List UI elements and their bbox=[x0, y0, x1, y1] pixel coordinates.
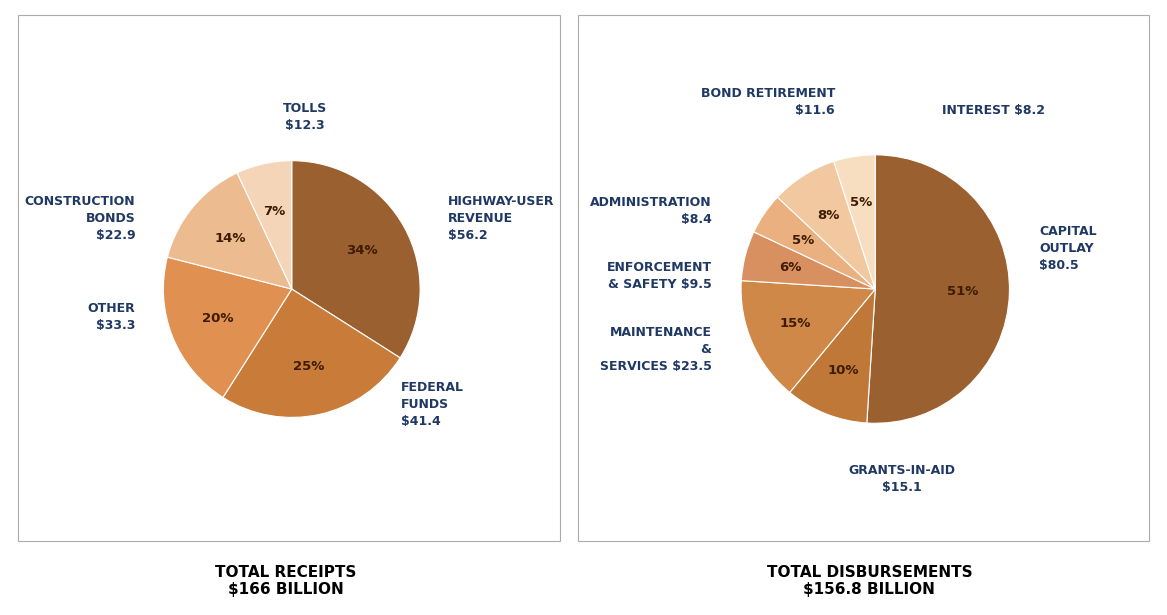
Wedge shape bbox=[833, 155, 875, 289]
Text: INTEREST $8.2: INTEREST $8.2 bbox=[943, 105, 1046, 117]
Wedge shape bbox=[223, 289, 400, 418]
Text: GRANTS-IN-AID
$15.1: GRANTS-IN-AID $15.1 bbox=[848, 464, 956, 493]
Text: 51%: 51% bbox=[946, 285, 978, 298]
Text: TOTAL DISBURSEMENTS
$156.8 BILLION: TOTAL DISBURSEMENTS $156.8 BILLION bbox=[767, 565, 972, 597]
Text: ENFORCEMENT
& SAFETY $9.5: ENFORCEMENT & SAFETY $9.5 bbox=[607, 261, 712, 291]
Text: 10%: 10% bbox=[827, 363, 859, 376]
Wedge shape bbox=[237, 161, 292, 289]
Text: 34%: 34% bbox=[345, 244, 377, 257]
Text: 5%: 5% bbox=[851, 196, 873, 209]
Text: 14%: 14% bbox=[215, 232, 246, 245]
Text: TOLLS
$12.3: TOLLS $12.3 bbox=[282, 103, 327, 132]
Text: 25%: 25% bbox=[293, 360, 324, 373]
Wedge shape bbox=[292, 161, 420, 358]
Wedge shape bbox=[777, 161, 875, 289]
Text: BOND RETIREMENT
$11.6: BOND RETIREMENT $11.6 bbox=[700, 87, 836, 117]
Wedge shape bbox=[790, 289, 875, 423]
Text: OTHER
$33.3: OTHER $33.3 bbox=[88, 303, 135, 332]
Text: ADMINISTRATION
$8.4: ADMINISTRATION $8.4 bbox=[589, 196, 712, 226]
Text: MAINTENANCE
&
SERVICES $23.5: MAINTENANCE & SERVICES $23.5 bbox=[600, 326, 712, 373]
Wedge shape bbox=[741, 280, 875, 392]
Wedge shape bbox=[741, 232, 875, 289]
Text: 15%: 15% bbox=[780, 317, 811, 330]
Wedge shape bbox=[867, 155, 1009, 423]
Text: HIGHWAY-USER
REVENUE
$56.2: HIGHWAY-USER REVENUE $56.2 bbox=[448, 195, 554, 242]
Wedge shape bbox=[163, 257, 292, 397]
Text: FEDERAL
FUNDS
$41.4: FEDERAL FUNDS $41.4 bbox=[401, 381, 463, 428]
Text: 20%: 20% bbox=[202, 312, 233, 325]
Text: 8%: 8% bbox=[817, 209, 840, 222]
Wedge shape bbox=[754, 197, 875, 289]
Text: 7%: 7% bbox=[264, 205, 286, 218]
Text: CONSTRUCTION
BONDS
$22.9: CONSTRUCTION BONDS $22.9 bbox=[25, 195, 135, 242]
Wedge shape bbox=[167, 173, 292, 289]
Text: TOTAL RECEIPTS
$166 BILLION: TOTAL RECEIPTS $166 BILLION bbox=[215, 565, 357, 597]
Text: 6%: 6% bbox=[780, 261, 802, 274]
Text: CAPITAL
OUTLAY
$80.5: CAPITAL OUTLAY $80.5 bbox=[1039, 225, 1097, 272]
Text: 5%: 5% bbox=[792, 234, 815, 247]
